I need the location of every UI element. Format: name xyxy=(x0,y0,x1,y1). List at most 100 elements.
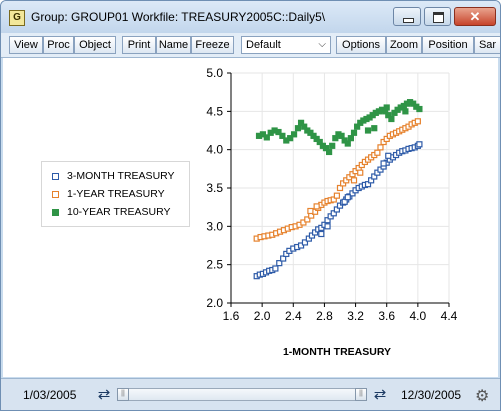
position-button[interactable]: Position xyxy=(422,36,474,54)
data-point-series-3 xyxy=(263,134,270,141)
slider-end-handle[interactable]: || xyxy=(355,388,367,401)
maximize-button[interactable] xyxy=(424,7,451,26)
y-tick-label: 4.5 xyxy=(206,104,223,118)
data-point-series-3 xyxy=(275,128,282,136)
title-bar[interactable]: G Group: GROUP01 Workfile: TREASURY2005C… xyxy=(1,1,500,33)
data-point-series-3 xyxy=(347,135,354,142)
data-point-series-1 xyxy=(416,141,423,148)
window-title: Group: GROUP01 Workfile: TREASURY2005C::… xyxy=(31,10,326,24)
y-tick-label: 3.5 xyxy=(206,181,223,195)
legend-label: 1-YEAR TREASURY xyxy=(67,188,165,200)
options-button[interactable]: Options xyxy=(336,36,386,54)
y-tick-label: 3.0 xyxy=(206,219,223,233)
x-tick-label: 2.4 xyxy=(285,309,302,323)
x-tick-label: 4.0 xyxy=(410,309,427,323)
legend-swatch xyxy=(52,172,59,180)
data-point-series-1 xyxy=(280,255,287,262)
data-point-series-3 xyxy=(326,148,333,156)
data-point-series-3 xyxy=(402,108,409,115)
sample-button[interactable]: Sar xyxy=(474,36,500,54)
data-point-series-1 xyxy=(341,198,348,205)
y-tick-label: 2.5 xyxy=(206,258,223,272)
data-point-series-1 xyxy=(368,177,375,184)
data-point-series-2 xyxy=(304,216,311,223)
data-point-series-1 xyxy=(333,206,340,213)
toolbar: View Proc Object Print Name Freeze Defau… xyxy=(1,33,500,58)
data-point-series-3 xyxy=(332,135,339,142)
x-tick-label: 4.4 xyxy=(441,309,458,323)
data-point-series-1 xyxy=(324,217,331,224)
legend-item-1-year: 1-YEAR TREASURY xyxy=(52,188,165,202)
slider-start-handle[interactable]: || xyxy=(117,388,129,401)
print-button[interactable]: Print xyxy=(122,36,156,54)
data-point-series-3 xyxy=(301,123,308,130)
swap-arrows-icon[interactable]: ⇄ xyxy=(97,386,111,403)
x-tick-label: 1.6 xyxy=(223,309,240,323)
minimize-button[interactable] xyxy=(393,7,421,26)
minimize-icon xyxy=(403,18,414,23)
data-point-series-3 xyxy=(294,125,302,132)
sample-range-slider[interactable]: || || xyxy=(117,388,367,401)
data-point-series-3 xyxy=(322,145,330,152)
data-point-series-2 xyxy=(357,169,364,176)
data-point-series-1 xyxy=(276,260,283,267)
data-point-series-2 xyxy=(307,207,314,215)
data-point-series-3 xyxy=(354,123,361,130)
data-point-series-1 xyxy=(324,223,331,230)
data-point-series-2 xyxy=(350,177,358,184)
data-point-series-3 xyxy=(316,138,323,146)
data-point-series-1 xyxy=(364,181,372,188)
legend-swatch xyxy=(52,190,59,198)
graph-area[interactable]: 1.6 2.0 2.4 2.8 3.2 3.6 4.0 4.4 2.0 2.5 3.0 3.5 4.0 4… xyxy=(3,58,498,377)
data-point-series-2 xyxy=(377,144,384,151)
data-point-series-2 xyxy=(333,192,340,199)
zoom-button[interactable]: Zoom xyxy=(386,36,422,54)
data-point-series-2 xyxy=(374,149,381,156)
data-point-series-3 xyxy=(297,119,305,126)
chart-legend[interactable]: 3-MONTH TREASURY 1-YEAR TREASURY 10-YEAR… xyxy=(41,161,190,227)
data-point-series-1 xyxy=(301,239,309,246)
view-type-select-value: Default xyxy=(246,39,281,51)
chart-points xyxy=(253,99,423,280)
sample-end-date[interactable]: 12/30/2005 xyxy=(401,388,462,402)
data-point-series-3 xyxy=(388,115,395,123)
data-point-series-2 xyxy=(330,196,337,203)
data-point-series-3 xyxy=(383,104,390,111)
x-tick-label: 2.0 xyxy=(254,309,271,323)
sample-start-date[interactable]: 1/03/2005 xyxy=(23,388,77,402)
data-point-series-1 xyxy=(330,210,337,217)
legend-item-10-year: 10-YEAR TREASURY xyxy=(52,206,170,220)
app-icon[interactable]: G xyxy=(9,10,25,26)
object-button[interactable]: Object xyxy=(74,36,116,54)
view-button[interactable]: View xyxy=(9,36,43,54)
view-type-select[interactable]: Default ⌵ xyxy=(241,36,331,54)
freeze-button[interactable]: Freeze xyxy=(191,36,234,54)
proc-button[interactable]: Proc xyxy=(43,36,74,54)
y-tick-label: 2.0 xyxy=(206,296,223,310)
data-point-series-3 xyxy=(416,105,423,113)
legend-item-3-month: 3-MONTH TREASURY xyxy=(52,170,175,184)
data-point-series-3 xyxy=(338,132,345,139)
x-axis-label: 1-MONTH TREASURY xyxy=(283,346,391,358)
data-point-series-1 xyxy=(371,173,378,180)
data-point-series-1 xyxy=(272,265,279,272)
data-point-series-3 xyxy=(279,132,286,139)
x-tick-label: 2.8 xyxy=(316,309,333,323)
y-tick-label: 5.0 xyxy=(206,66,223,80)
data-point-series-1 xyxy=(385,152,392,159)
swap-arrows-icon[interactable]: ⇄ xyxy=(373,386,387,403)
data-point-series-3 xyxy=(290,131,298,138)
close-button[interactable]: ✕ xyxy=(454,7,496,26)
scatter-chart[interactable]: 1.6 2.0 2.4 2.8 3.2 3.6 4.0 4.42.02.53.03.54.04… xyxy=(3,58,498,377)
x-tick-label: 3.2 xyxy=(347,309,364,323)
data-point-series-1 xyxy=(318,230,325,238)
sample-bar: 1/03/2005 ⇄ || || ⇄ 12/30/2005 ⚙ xyxy=(1,378,500,410)
data-point-series-3 xyxy=(371,125,378,132)
legend-label: 10-YEAR TREASURY xyxy=(67,206,171,218)
data-point-series-2 xyxy=(336,184,344,192)
maximize-icon xyxy=(433,12,444,23)
gear-icon[interactable]: ⚙ xyxy=(475,388,490,405)
name-button[interactable]: Name xyxy=(156,36,191,54)
legend-label: 3-MONTH TREASURY xyxy=(67,170,175,182)
